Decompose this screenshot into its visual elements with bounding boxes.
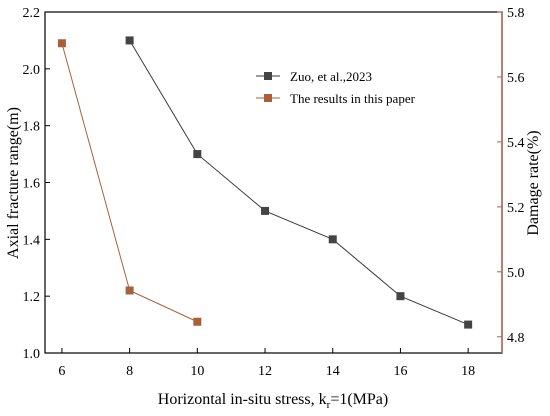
left-axis-ticks: 1.0 1.2 1.4 1.6 1.8 2.0 2.2 [23,6,50,362]
x-tick-label: 12 [258,364,272,379]
right-tick-label: 4.8 [507,331,525,346]
series-0-point [125,36,134,45]
x-axis-label-tail: =1(MPa) [330,391,388,408]
legend-label-zuo: Zuo, et al.,2023 [290,69,372,84]
left-tick-label: 1.6 [23,177,41,192]
x-tick-label: 6 [58,364,65,379]
legend-label-paper: The results in this paper [290,91,416,106]
x-axis-label-main: Horizontal in-situ stress, k [158,391,327,408]
series-line-0 [129,40,469,326]
left-tick-label: 2.2 [23,6,41,21]
x-axis-label-subscript: r [327,399,331,411]
x-axis-ticks: 6 8 10 12 14 16 18 [58,348,475,379]
x-tick-label: 16 [393,364,407,379]
series-1-point [57,39,66,48]
left-tick-label: 2.0 [23,63,41,78]
plot-area [44,11,503,354]
series-0-point [328,235,337,244]
legend: Zuo, et al.,2023 The results in this pap… [256,69,416,106]
right-tick-label: 5.4 [507,136,525,151]
series-layer [57,36,473,329]
right-tick-label: 5.6 [507,71,525,86]
series-0-point [193,150,202,159]
right-tick-label: 5.0 [507,266,525,281]
x-axis-label: Horizontal in-situ stress, kr=1(MPa) [158,391,388,411]
left-tick-label: 1.4 [23,233,41,248]
series-0-point [396,292,405,301]
right-axis-label: Damage rate(%) [525,130,542,235]
x-tick-label: 18 [461,364,475,379]
left-axis-label: Axial fracture range(m) [5,107,22,259]
series-0-point [464,320,473,329]
series-1-point [125,286,134,295]
left-tick-label: 1.8 [23,120,41,135]
legend-marker-paper [264,94,272,102]
left-tick-label: 1.2 [23,290,41,305]
right-tick-label: 5.8 [507,6,525,21]
series-0-point [261,206,270,215]
right-tick-label: 5.2 [507,201,525,216]
x-tick-label: 8 [126,364,133,379]
series-1-point [193,317,202,326]
right-axis-ticks: 4.8 5.0 5.2 5.4 5.6 5.8 [497,6,525,346]
left-tick-label: 1.0 [23,347,41,362]
legend-marker-zuo [264,72,272,80]
x-tick-label: 10 [190,364,204,379]
x-tick-label: 14 [326,364,340,379]
